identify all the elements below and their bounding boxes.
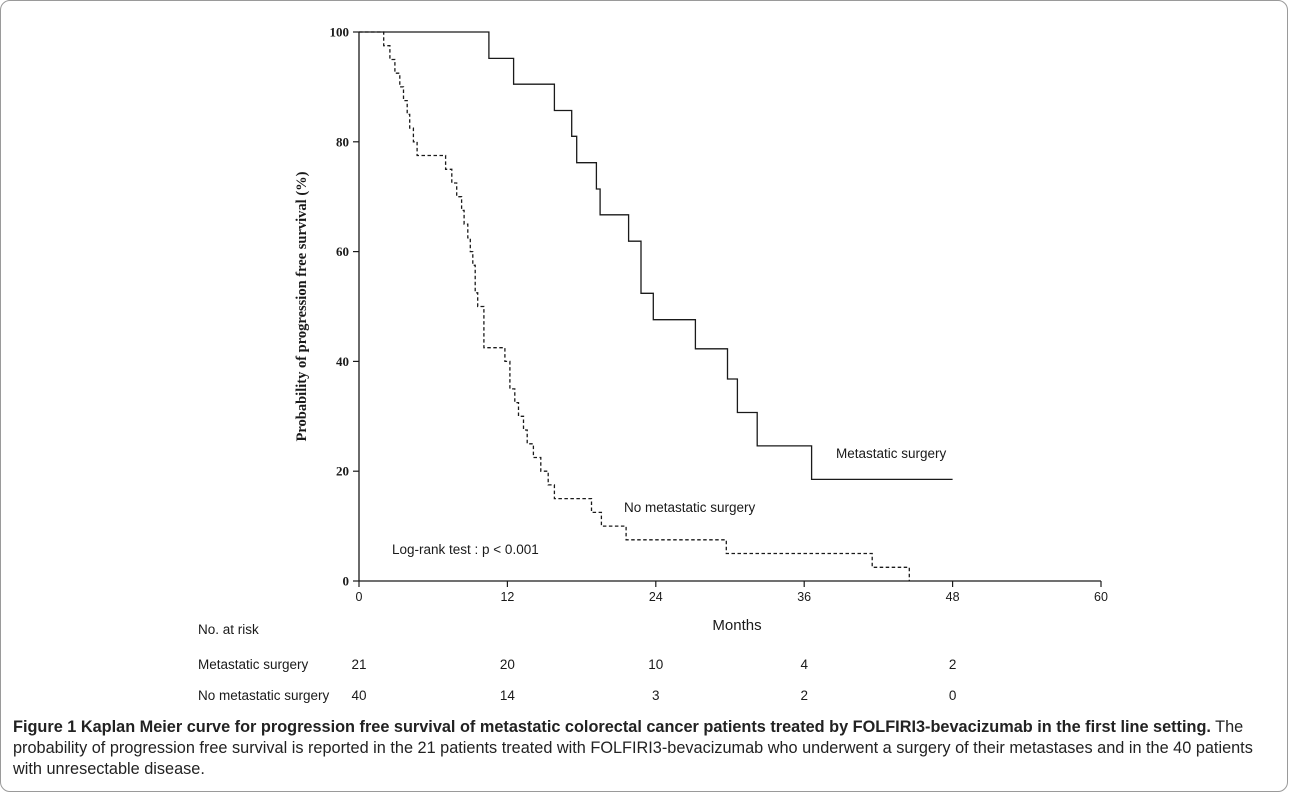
risk-row-label: No metastatic surgery (198, 688, 330, 703)
figure-caption: Figure 1 Kaplan Meier curve for progress… (13, 717, 1275, 780)
x-tick-label: 60 (1094, 590, 1108, 604)
y-axis-label: Probability of progression free survival… (294, 171, 310, 441)
risk-count: 4 (800, 657, 808, 672)
x-tick-label: 48 (946, 590, 960, 604)
risk-row-label: Metastatic surgery (198, 657, 309, 672)
log-rank-annotation: Log-rank test : p < 0.001 (392, 542, 539, 557)
series-group (359, 31, 953, 581)
axes (358, 32, 1101, 582)
risk-count: 2 (800, 688, 808, 703)
y-tick-label: 100 (330, 25, 350, 40)
x-tick-label: 36 (797, 590, 811, 604)
risk-table-title: No. at risk (198, 622, 259, 637)
x-ticks: 0 12 24 36 48 60 (356, 581, 1108, 604)
y-tick-label: 80 (336, 134, 349, 149)
y-tick-label: 40 (336, 354, 349, 369)
risk-table: No. at risk Metastatic surgery 21 20 10 4 2No… (198, 622, 956, 703)
series-line-no-metastatic-surgery (359, 31, 910, 581)
risk-count: 40 (351, 688, 366, 703)
x-axis-label: Months (712, 617, 761, 634)
risk-count: 0 (949, 688, 957, 703)
series-label-metastatic-surgery: Metastatic surgery (836, 446, 947, 461)
y-tick-label: 60 (336, 244, 349, 259)
risk-count: 14 (500, 688, 516, 703)
risk-count: 21 (351, 657, 366, 672)
y-ticks: 0 20 40 60 80 100 (330, 25, 359, 589)
caption-text: The probability of progression free surv… (13, 718, 1253, 778)
series-line-metastatic-surgery (359, 31, 953, 481)
caption-title: Figure 1 Kaplan Meier curve for progress… (13, 718, 1211, 736)
risk-count: 20 (500, 657, 515, 672)
risk-count: 2 (949, 657, 957, 672)
risk-count: 3 (652, 688, 660, 703)
y-tick-label: 0 (343, 574, 350, 589)
x-tick-label: 24 (649, 590, 663, 604)
y-tick-label: 20 (336, 464, 349, 479)
x-tick-label: 0 (356, 590, 363, 604)
x-tick-label: 12 (500, 590, 514, 604)
risk-count: 10 (648, 657, 663, 672)
series-label-no-metastatic-surgery: No metastatic surgery (624, 500, 756, 515)
